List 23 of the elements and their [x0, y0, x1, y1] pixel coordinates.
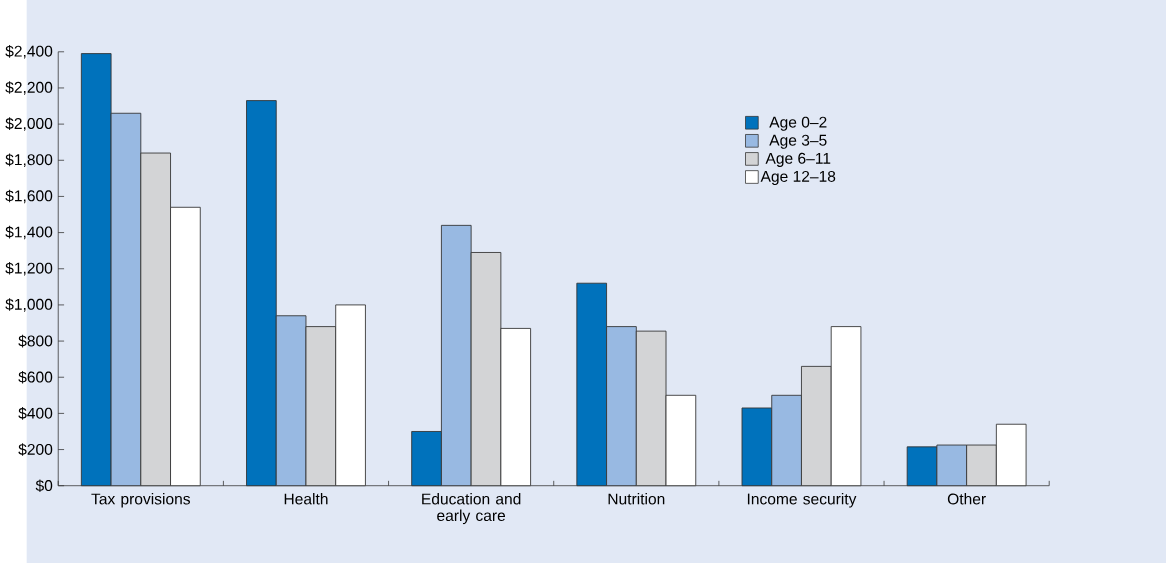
y-tick-label: $2,400: [5, 45, 53, 59]
x-tick-label: Income security: [747, 493, 857, 508]
y-tick-label: $2,000: [5, 117, 53, 131]
y-tick-label: $200: [18, 443, 53, 456]
y-tick-label: $400: [18, 407, 53, 420]
y-tick-label: $1,400: [5, 225, 53, 240]
x-tick-label: Nutrition: [608, 493, 665, 505]
x-tick-label: Tax provisions: [91, 493, 191, 508]
y-tick-label: $1,800: [5, 153, 53, 168]
y-tick-label: $0: [35, 479, 53, 493]
legend-label: Age 0–2: [769, 116, 827, 131]
x-tick-label: Other: [947, 493, 986, 505]
y-tick-label: $800: [18, 334, 53, 348]
y-tick-label: $1,600: [5, 189, 53, 204]
legend-label: Age 6–11: [765, 152, 831, 167]
legend-label: Age 3–5: [769, 134, 827, 149]
y-tick-label: $2,200: [5, 81, 53, 95]
x-tick-label: Health: [284, 493, 328, 505]
y-tick-label: $1,000: [5, 298, 53, 312]
y-tick-label: $600: [18, 370, 53, 384]
y-tick-label: $1,200: [5, 262, 53, 276]
legend-label: Age 12–18: [760, 170, 836, 186]
x-tick-label: Education and early care: [422, 493, 521, 525]
